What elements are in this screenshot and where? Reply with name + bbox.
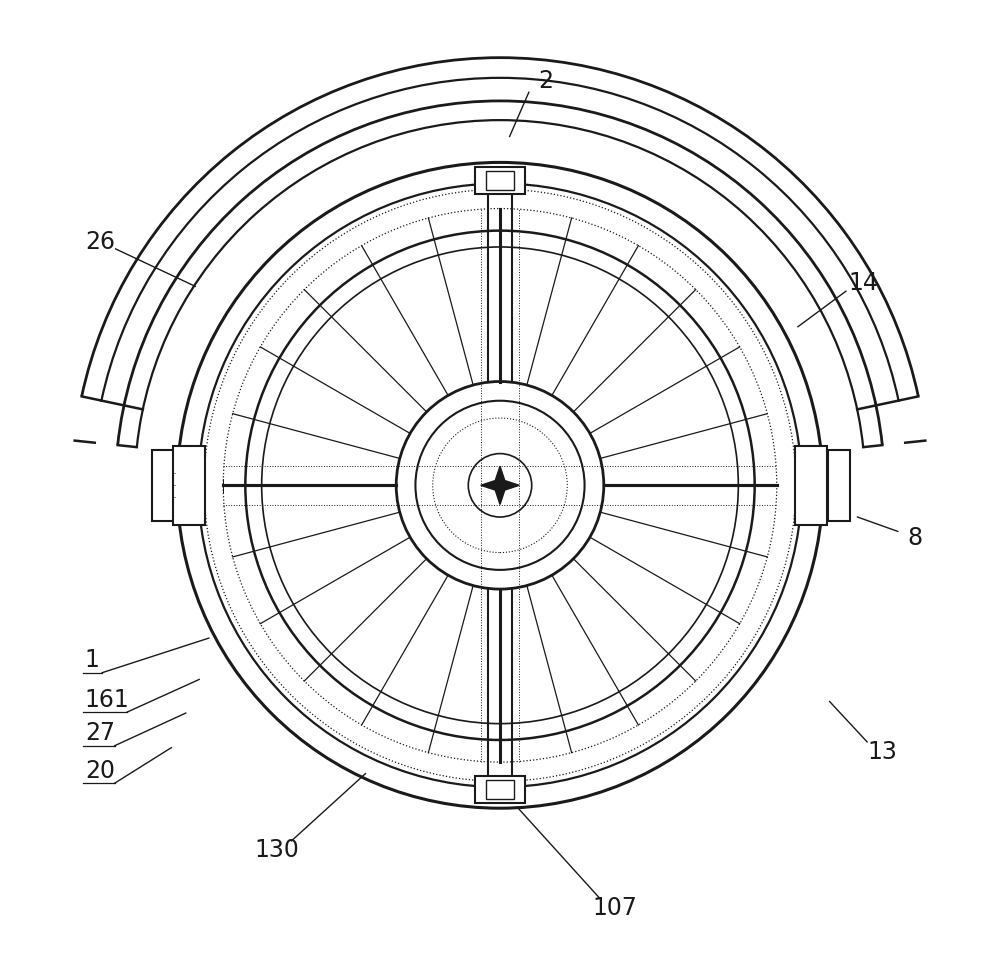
Text: 130: 130 xyxy=(255,839,299,862)
Text: 13: 13 xyxy=(868,740,897,763)
Text: 161: 161 xyxy=(85,688,130,711)
FancyBboxPatch shape xyxy=(152,450,174,521)
Text: 20: 20 xyxy=(85,759,115,782)
FancyBboxPatch shape xyxy=(486,780,514,800)
FancyBboxPatch shape xyxy=(475,776,525,803)
FancyBboxPatch shape xyxy=(828,450,850,521)
Text: 1: 1 xyxy=(85,649,100,672)
Polygon shape xyxy=(481,466,519,505)
FancyBboxPatch shape xyxy=(795,446,827,525)
Text: 27: 27 xyxy=(85,722,115,745)
FancyBboxPatch shape xyxy=(486,171,514,190)
Text: 2: 2 xyxy=(539,69,554,92)
Text: 107: 107 xyxy=(593,897,638,920)
FancyBboxPatch shape xyxy=(475,167,525,194)
Text: 26: 26 xyxy=(85,231,115,254)
FancyBboxPatch shape xyxy=(173,446,205,525)
Text: 14: 14 xyxy=(848,272,878,295)
Text: 8: 8 xyxy=(908,527,923,550)
